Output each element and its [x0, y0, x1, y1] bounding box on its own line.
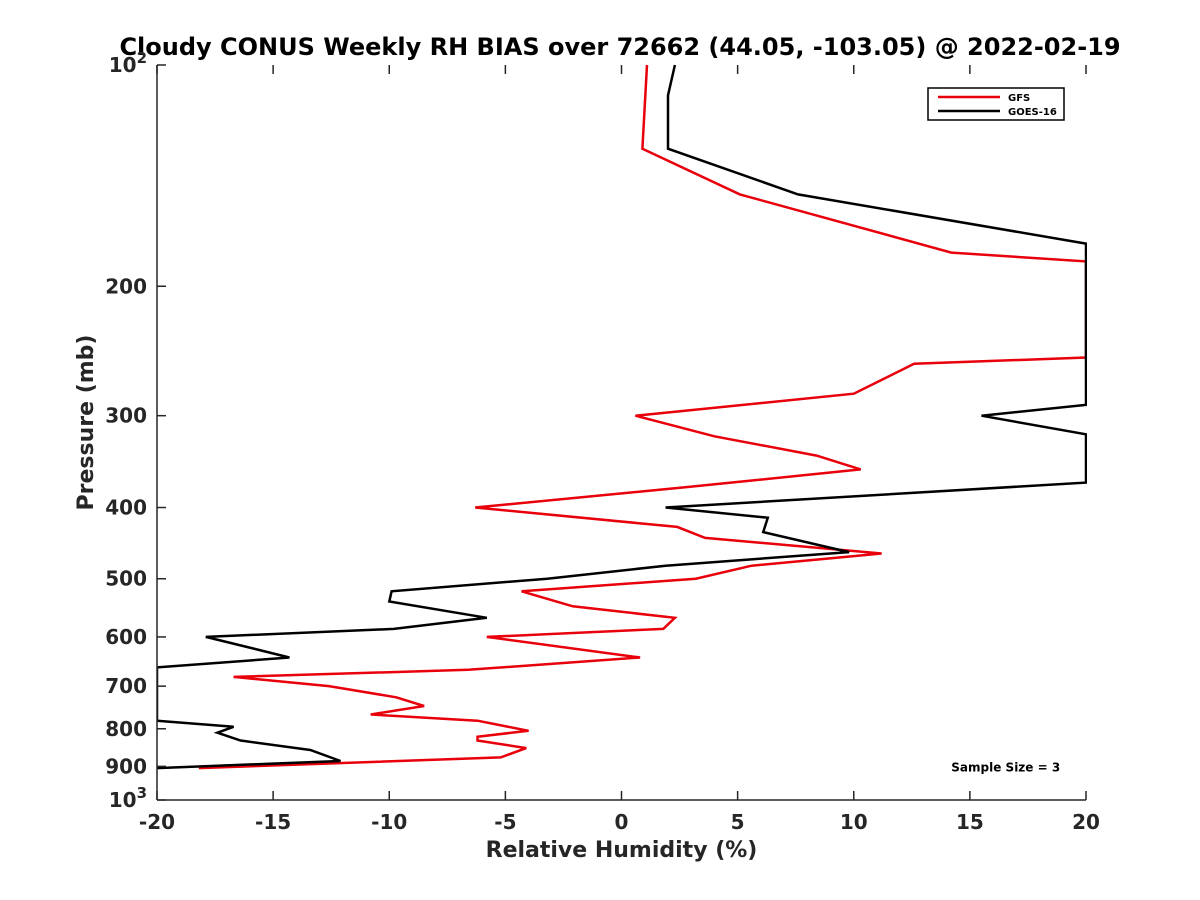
- legend-entry: GFS: [1008, 93, 1030, 104]
- y-tick-label: 700: [105, 674, 147, 698]
- y-axis-label: Pressure (mb): [74, 335, 99, 511]
- y-axis-ticks: 102 200 300 400 500 600 700 800 900 103: [105, 49, 166, 812]
- x-tick-label: 0: [615, 810, 629, 834]
- y-tick-label: 200: [105, 274, 147, 298]
- x-tick-label: -10: [371, 810, 407, 834]
- x-axis-label: Relative Humidity (%): [486, 838, 758, 863]
- legend-entry: GOES-16: [1008, 107, 1057, 118]
- y-tick-label: 300: [105, 404, 147, 428]
- series-line-gfs: [198, 64, 1087, 770]
- legend-box: [927, 87, 1065, 121]
- x-tick-label: 5: [731, 810, 745, 834]
- plot-area: [157, 65, 1086, 800]
- x-axis-ticks: -20 -15 -10 -5 0 5 10 15 20: [139, 65, 1100, 834]
- sample-size-annotation: Sample Size = 3: [951, 760, 1060, 774]
- x-tick-label: 20: [1072, 810, 1100, 834]
- x-tick-label: 15: [956, 810, 984, 834]
- y-tick-label: 500: [105, 567, 147, 591]
- series-line-goes-16: [157, 64, 1087, 770]
- x-tick-label: 10: [840, 810, 868, 834]
- x-tick-label: -5: [494, 810, 516, 834]
- y-tick-label: 103: [109, 784, 147, 812]
- y-tick-label: 900: [105, 754, 147, 778]
- chart-title: Cloudy CONUS Weekly RH BIAS over 72662 (…: [119, 33, 1120, 61]
- y-tick-label: 102: [109, 49, 147, 77]
- x-tick-label: -15: [255, 810, 291, 834]
- y-tick-label: 400: [105, 496, 147, 520]
- y-tick-label: 800: [105, 717, 147, 741]
- y-tick-label: 600: [105, 625, 147, 649]
- legend: GFS GOES-16: [927, 87, 1065, 121]
- x-tick-label: -20: [139, 810, 175, 834]
- series-layer: [157, 64, 1087, 770]
